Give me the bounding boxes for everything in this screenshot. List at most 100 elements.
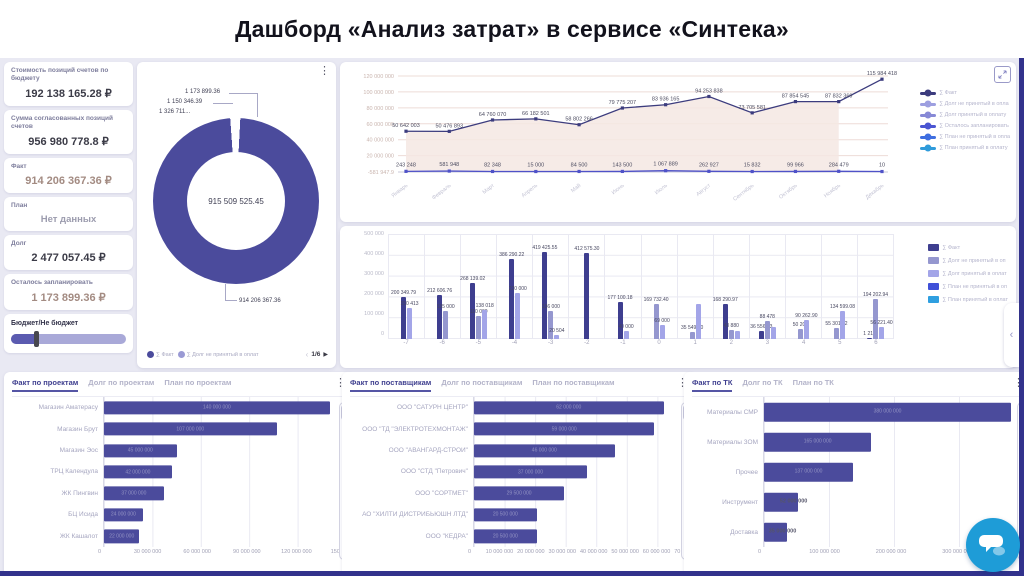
bar[interactable]: 177 100.18 [607,295,633,339]
bar[interactable]: 137 000 000 [764,462,854,482]
data-point[interactable] [577,123,581,127]
expand-icon[interactable] [994,66,1011,83]
data-point[interactable] [837,169,841,173]
line-legend-item[interactable]: ∑ Осталось запланировать [920,122,1010,130]
chat-button[interactable] [966,518,1020,572]
data-point[interactable] [447,129,451,133]
data-point[interactable] [490,169,495,174]
carousel-prev-button[interactable]: ‹ [1004,303,1019,367]
bar[interactable]: 386 290.22 [499,252,524,339]
bar[interactable]: 168 290.97 [713,297,738,339]
data-point[interactable] [620,169,624,174]
bar[interactable]: 35 000 000 [764,522,796,542]
bar[interactable]: 20 500 000 [474,529,537,543]
bar[interactable]: 380 000 000 [764,402,1011,422]
data-point[interactable] [750,169,754,174]
bar-legend-item[interactable]: ∑ Долг принятый в оплат [928,270,1008,277]
bar[interactable] [770,326,776,339]
bar[interactable]: 29 500 000 [474,486,565,501]
bar[interactable]: 52 000 000 [764,492,807,512]
bar[interactable]: 165 000 000 [764,432,872,452]
bar[interactable]: 212 606.76 [427,288,452,339]
bar[interactable]: 55 301.22 [825,321,848,339]
bar[interactable]: 220 000 [509,286,527,339]
data-point[interactable] [707,94,711,99]
bar-legend-item[interactable]: ∑ Долг не принятый в оп [928,257,1008,264]
tab-inactive[interactable]: План по ТК [792,378,834,387]
bar[interactable]: 200 349.79 [391,290,416,339]
bar[interactable]: 107 000 000 [104,422,277,436]
data-point[interactable] [490,118,495,122]
bar[interactable]: 20 500 000 [474,508,537,522]
menu-dots-icon[interactable]: ⋮ [335,377,346,389]
bar[interactable]: 56 221.40 [870,320,893,339]
tab-active[interactable]: Факт по ТК [692,378,733,392]
donut-legend-item[interactable]: ∑ Факт [147,351,174,358]
tab-inactive[interactable]: План по проектам [164,378,232,387]
bar[interactable]: 69 000 [654,318,670,339]
bar-legend-item[interactable]: ∑ План не принятый в оп [928,283,1008,290]
data-point[interactable] [404,129,408,133]
menu-dots-icon[interactable]: ⋮ [1013,378,1024,389]
line-legend-item[interactable]: ∑ Долг не принятый в опла [920,100,1010,108]
donut-legend-item[interactable]: ∑ Долг не принятый в оплат [177,351,259,358]
tab-active[interactable]: Факт по поставщикам [350,378,432,392]
tab-inactive[interactable]: Долг по ТК [742,378,783,387]
data-point[interactable] [880,77,884,81]
data-point[interactable] [707,169,711,173]
data-point[interactable] [664,103,668,107]
bar[interactable]: 412 575.30 [574,246,599,339]
data-point[interactable] [793,99,798,104]
bar[interactable]: 110 000 [470,309,488,339]
data-point[interactable] [664,169,668,173]
bar[interactable]: 268 139.02 [460,276,485,339]
bar[interactable]: 37 000 000 [474,465,588,479]
bar[interactable]: 134 599.08 [830,304,855,339]
bar[interactable]: 90 262.90 [795,313,818,339]
bar[interactable]: 45 000 000 [104,443,177,458]
bar[interactable]: 169 732.40 [644,297,669,339]
line-legend-item[interactable]: ∑ План принятый в оплату [920,144,1010,152]
data-point[interactable] [793,169,798,174]
data-point[interactable] [447,169,451,173]
data-point[interactable] [880,169,884,174]
bar[interactable]: 1 212 [863,331,876,339]
bar[interactable]: 138 018 [476,303,494,339]
bar-legend-item[interactable]: ∑ Факт [928,244,1008,251]
bar[interactable] [695,304,701,339]
menu-dots-icon[interactable]: ⋮ [677,377,688,389]
bar[interactable]: 36 556.23 [750,324,772,339]
tab-active[interactable]: Факт по проектам [12,378,79,392]
tab-inactive[interactable]: Долг по проектам [88,378,155,387]
bar[interactable]: 136 000 [542,304,560,339]
menu-dots-icon[interactable]: ⋮ [319,65,330,77]
budget-slider[interactable] [11,330,126,347]
tab-inactive[interactable]: План по поставщикам [532,378,615,387]
line-legend-item[interactable]: ∑ План не принятый в опла [920,133,1010,141]
donut-ring[interactable]: 915 509 525.45 [153,118,319,284]
bar[interactable]: 88 478 [760,314,775,339]
pager-prev-icon[interactable]: ‹ [305,350,309,359]
budget-slider-handle[interactable] [34,330,40,347]
bar[interactable]: 43 880 [724,323,739,339]
data-point[interactable] [577,169,581,174]
data-point[interactable] [620,106,624,110]
bar[interactable]: 24 000 000 [104,508,143,522]
bar[interactable]: 194 202.94 [863,292,888,339]
bar[interactable]: 140 000 000 [104,401,330,415]
bar[interactable]: 37 000 000 [104,486,164,501]
bar[interactable]: 50 200 [793,322,808,339]
bar[interactable]: 20 504 [549,328,564,339]
bar[interactable]: 150 413 [400,301,419,339]
bar[interactable]: 419 425.55 [532,245,557,339]
bar[interactable]: 135 000 [437,304,455,339]
data-point[interactable] [404,169,408,173]
line-legend-item[interactable]: ∑ Факт [920,89,1010,97]
pager-next-icon[interactable]: ▶ [323,352,328,358]
bar[interactable]: 40 000 [618,324,634,339]
bar[interactable]: 46 000 000 [474,443,615,458]
bar[interactable] [734,331,740,339]
data-point[interactable] [837,100,841,104]
bar-legend-item[interactable]: ∑ План принятый в оплат [928,296,1008,303]
data-point[interactable] [534,169,538,174]
